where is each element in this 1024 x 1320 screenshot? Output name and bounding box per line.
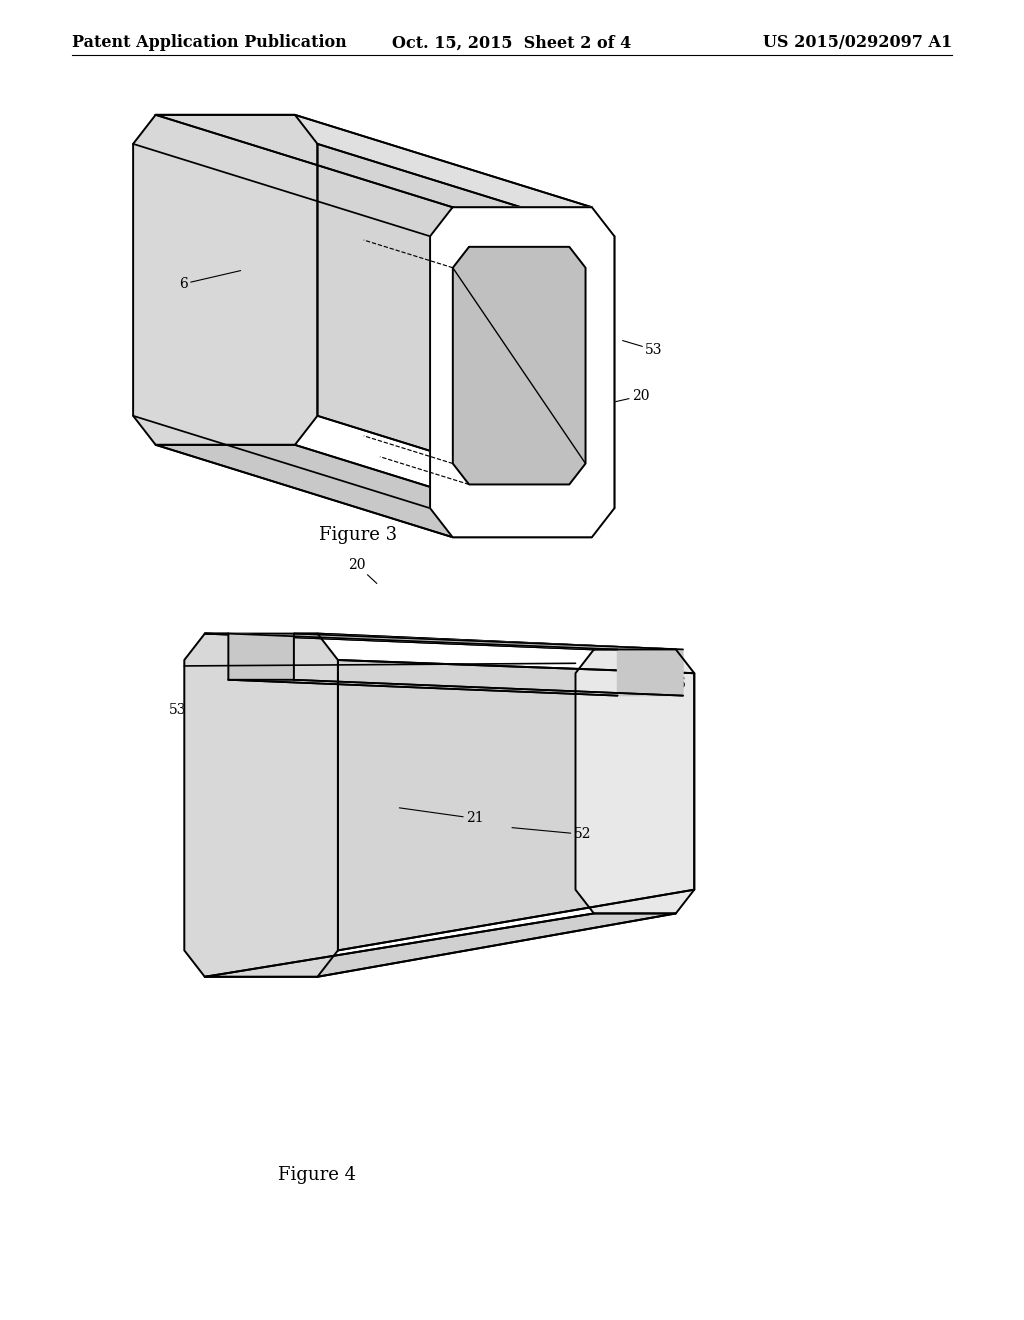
Text: 21: 21 [502, 300, 558, 321]
Polygon shape [156, 445, 592, 537]
Polygon shape [228, 634, 683, 696]
Text: 6: 6 [643, 677, 685, 690]
Text: 20: 20 [594, 389, 649, 407]
Text: 21: 21 [399, 808, 483, 825]
Polygon shape [205, 634, 676, 649]
Text: Patent Application Publication: Patent Application Publication [72, 34, 346, 51]
Text: Figure 4: Figure 4 [279, 1166, 356, 1184]
Polygon shape [133, 115, 317, 445]
Text: 52: 52 [512, 828, 591, 841]
Polygon shape [184, 634, 338, 977]
Polygon shape [184, 634, 338, 977]
Text: 52: 52 [486, 238, 596, 251]
Polygon shape [453, 247, 586, 484]
Polygon shape [156, 115, 592, 207]
Text: 20: 20 [348, 558, 377, 583]
Text: US 2015/0292097 A1: US 2015/0292097 A1 [763, 34, 952, 51]
Text: 6: 6 [179, 271, 241, 290]
Polygon shape [317, 144, 614, 508]
Text: Oct. 15, 2015  Sheet 2 of 4: Oct. 15, 2015 Sheet 2 of 4 [392, 34, 632, 51]
Polygon shape [430, 207, 614, 537]
Text: Figure 3: Figure 3 [319, 525, 397, 544]
Polygon shape [338, 660, 694, 950]
Polygon shape [205, 913, 676, 977]
Text: 53: 53 [623, 341, 663, 356]
Text: 53: 53 [169, 704, 223, 717]
Polygon shape [575, 649, 694, 913]
